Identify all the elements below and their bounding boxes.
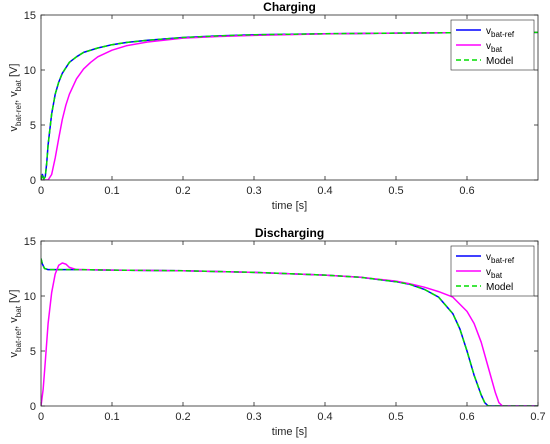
x-tick-label: 0 [38,185,44,197]
legend-label: vbat-ref [486,252,515,265]
y-tick-label: 0 [30,175,36,187]
legend-label-base: v [486,267,491,278]
x-tick-label: 0.4 [317,185,332,197]
y-axis-label-part: v [8,125,20,131]
x-tick-label: 0.2 [175,185,190,197]
series-line-model [41,258,538,406]
legend-label: vbat-ref [486,26,515,39]
y-axis-label-part: v [8,351,20,357]
y-axis-label-subscript: bat [14,79,23,91]
x-tick-label: 0.2 [175,411,190,423]
x-axis-label: time [s] [272,200,307,212]
y-tick-label: 15 [24,236,36,248]
x-tick-label: 0.3 [246,185,261,197]
series-line-model [41,31,538,180]
y-axis-label-part: , v [8,91,20,103]
chart-title: Discharging [255,226,324,240]
y-axis-label-subscript: bat [14,305,23,317]
axes-box [40,14,539,181]
chart-title: Charging [263,0,316,14]
x-tick-label: 0.1 [104,185,119,197]
legend-label-subscript: bat [491,45,503,54]
x-tick-label: 0.1 [104,411,119,423]
y-tick-label: 10 [24,65,36,77]
y-tick-label: 10 [24,291,36,303]
y-axis-label-subscript: bat-ref [14,102,23,126]
x-tick-label: 0.4 [317,411,332,423]
x-tick-label: 0.5 [388,411,403,423]
x-tick-label: 0 [38,411,44,423]
y-tick-label: 0 [30,401,36,413]
chart-panel-1: 0 0.1 0.2 0.3 0.4 0.5 0.6 0 5 10 15 Charging time [s… [8,0,539,212]
y-tick-label: 5 [30,346,36,358]
legend-label-subscript: bat-ref [491,30,515,39]
y-axis-label: vbat-ref, vbat [V] [8,290,23,358]
x-tick-label: 0.5 [388,185,403,197]
legend-label-base: v [486,26,491,37]
x-tick-label: 0.3 [246,411,261,423]
y-tick-label: 5 [30,120,36,132]
y-axis-label-part: [V] [8,290,20,307]
x-tick-label: 0.7 [530,411,545,423]
series-line-bat [41,262,538,406]
y-tick-label: 15 [24,10,36,22]
x-axis-label: time [s] [272,426,307,438]
legend-label: vbat [486,41,503,54]
x-tick-label: 0.6 [459,185,474,197]
chart-panel-2: 0 0.1 0.2 0.3 0.4 0.5 0.6 0.7 0 5 10 15 Discharging t… [8,226,546,438]
legend-label-base: Model [486,56,513,67]
y-axis-label-part: [V] [8,64,20,81]
legend-label: vbat [486,267,503,280]
axes-box [40,240,539,407]
legend-label-base: v [486,252,491,263]
y-axis-label-part: , v [8,317,20,329]
legend-label-base: Model [486,282,513,293]
legend-label: Model [486,56,513,67]
y-axis-label-subscript: bat-ref [14,328,23,352]
y-axis-label: vbat-ref, vbat [V] [8,64,23,132]
x-tick-label: 0.6 [459,411,474,423]
legend-label-base: v [486,41,491,52]
legend-label-subscript: bat [491,271,503,280]
legend-label: Model [486,282,513,293]
legend-label-subscript: bat-ref [491,256,515,265]
